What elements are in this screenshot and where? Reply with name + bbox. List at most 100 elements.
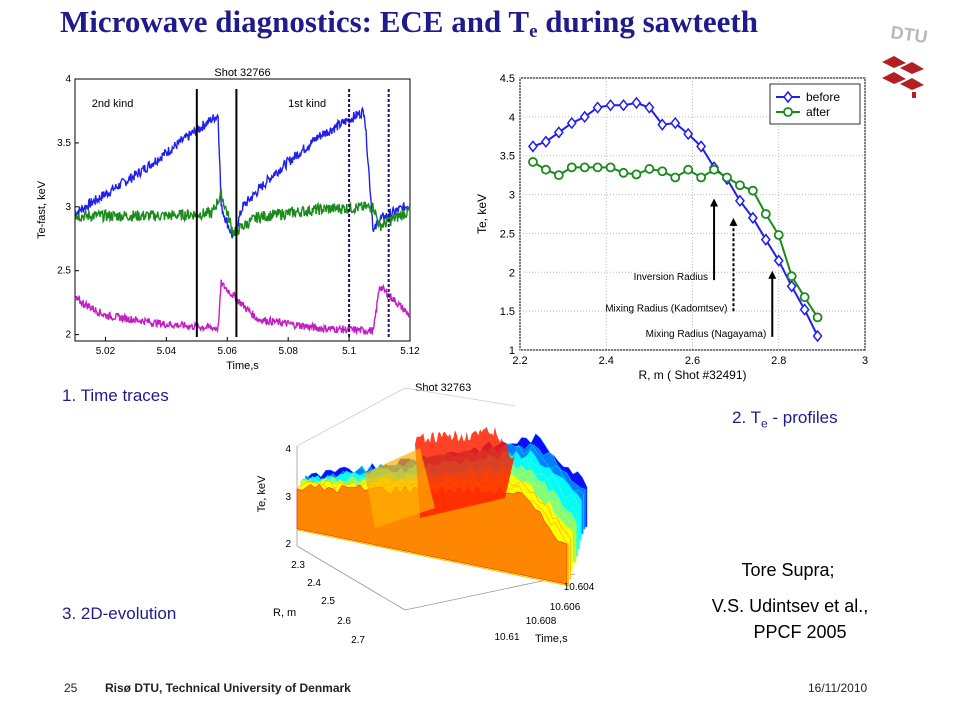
legend-label-before: before xyxy=(806,90,840,104)
annotation-label-1: Inversion Radius xyxy=(634,272,708,283)
x-tick-label: 2.2 xyxy=(512,355,527,367)
profile-point-before xyxy=(683,127,694,141)
x-tick-label: 2.8 xyxy=(771,355,786,367)
y-tick-label: 2 xyxy=(509,267,515,279)
y-tick-label: 4.5 xyxy=(500,73,515,85)
x-tick-label: 5.02 xyxy=(96,346,116,357)
profile-point-before xyxy=(566,116,577,130)
profile-point-after xyxy=(605,162,616,173)
r-tick-label: 2.5 xyxy=(321,596,335,607)
reference-line3: PPCF 2005 xyxy=(753,622,847,642)
legend-label-after: after xyxy=(806,105,830,119)
x-axis-label: Time,s xyxy=(226,360,259,372)
caption-2d-evolution: 3. 2D-evolution xyxy=(62,604,177,623)
y-tick-label: 2.5 xyxy=(500,228,515,240)
profile-point-before xyxy=(799,303,810,316)
profile-point-before xyxy=(657,118,668,131)
y-tick-label: 2.5 xyxy=(57,266,71,277)
r-tick-label: 2.6 xyxy=(337,616,351,627)
footer-organization: Risø DTU, Technical University of Denmar… xyxy=(105,681,351,695)
surface-box-left xyxy=(296,446,406,611)
chart-title: Shot 32766 xyxy=(214,67,270,79)
y-tick-label: 3 xyxy=(65,202,71,213)
x-axis-label: R, m ( Shot #32491) xyxy=(638,368,746,382)
x-tick-label: 5.06 xyxy=(218,346,238,357)
profile-point-before xyxy=(592,101,603,114)
te-profile-chart: 2.2 2.4 2.6 2.8 3 1 1.5 2 2.5 3 3.5 4 4.5 R, m ( Shot… xyxy=(475,73,868,382)
x-tick-label: 5.1 xyxy=(342,346,356,357)
z-tick-label: 4 xyxy=(285,444,291,455)
surface-box-back xyxy=(296,387,516,447)
profile-point-after xyxy=(786,271,797,282)
profile-point-before xyxy=(527,140,538,153)
surface-crest xyxy=(415,426,515,518)
x-tick-label: 5.08 xyxy=(278,346,298,357)
profile-point-before xyxy=(618,98,629,112)
footer-page-number: 25 xyxy=(64,681,78,695)
y-tick-label: 3.5 xyxy=(500,151,515,163)
legend-marker-after xyxy=(783,107,793,117)
profile-point-after xyxy=(579,162,590,173)
reference-line2: V.S. Udintsev et al., xyxy=(711,596,869,616)
x-tick-label: 2.6 xyxy=(685,355,700,367)
trace-series-3 xyxy=(74,279,410,336)
profile-point-after xyxy=(657,166,668,177)
profile-point-after xyxy=(760,209,771,219)
y-tick-label: 1 xyxy=(509,345,515,357)
profile-point-after xyxy=(631,169,642,180)
annotation-1st-kind: 1st kind xyxy=(288,98,326,110)
y-axis-label: Te, keV xyxy=(475,194,489,234)
annotation-2nd-kind: 2nd kind xyxy=(92,98,134,110)
profile-point-after xyxy=(747,185,758,196)
profile-point-before xyxy=(696,140,707,153)
annotation-label-3: Mixing Radius (Nagayama) xyxy=(646,329,767,340)
profile-point-after xyxy=(644,164,655,174)
profile-point-after xyxy=(722,172,732,183)
profile-point-before xyxy=(747,211,758,225)
profile-point-after xyxy=(670,172,681,183)
reference-line1: Tore Supra; xyxy=(741,560,835,580)
y-tick-label: 4 xyxy=(65,74,71,85)
x-tick-label: 5.04 xyxy=(157,346,177,357)
profile-point-before xyxy=(553,126,564,139)
annotation-arrowhead-2 xyxy=(729,217,738,226)
profile-point-before xyxy=(812,329,823,343)
x-tick-label: 3 xyxy=(862,355,868,367)
chart-title: Shot 32763 xyxy=(415,382,471,394)
time-axis-label: Time,s xyxy=(535,633,568,645)
profile-point-before xyxy=(773,254,784,267)
profile-point-after xyxy=(773,230,784,240)
profile-point-after xyxy=(709,164,719,175)
profile-point-after xyxy=(735,180,745,191)
annotation-arrowhead-1 xyxy=(710,198,719,207)
profile-point-after xyxy=(528,157,538,167)
profile-point-after xyxy=(592,162,603,173)
legend-marker-before xyxy=(783,90,793,104)
slide-title: Microwave diagnostics: ECE and Te during… xyxy=(60,4,758,42)
r-tick-label: 2.3 xyxy=(291,560,305,571)
time-tick-label: 10.604 xyxy=(564,582,595,593)
z-tick-label: 3 xyxy=(285,492,291,503)
profile-point-before xyxy=(631,96,642,110)
r-tick-label: 2.7 xyxy=(351,635,365,646)
profile-point-before xyxy=(734,194,745,207)
profile-point-before xyxy=(670,116,681,130)
r-axis-label: R, m xyxy=(273,607,296,619)
svg-text:DTU: DTU xyxy=(889,22,928,47)
profile-point-after xyxy=(812,312,823,323)
caption-te-profiles: 2. Te - profiles xyxy=(732,408,838,431)
profile-point-before xyxy=(579,110,590,124)
profile-point-after xyxy=(799,292,810,303)
y-tick-label: 3.5 xyxy=(57,138,71,149)
r-tick-label: 2.4 xyxy=(307,578,321,589)
time-tick-label: 10.608 xyxy=(526,616,557,627)
z-axis-label: Te, keV xyxy=(256,475,268,512)
x-tick-label: 5.12 xyxy=(400,346,420,357)
footer-date: 16/11/2010 xyxy=(808,681,868,695)
profile-point-before xyxy=(760,233,771,246)
y-axis-label: Te-fast, keV xyxy=(36,180,48,239)
time-tick-label: 10.61 xyxy=(494,632,519,643)
caption-time-traces: 1. Time traces xyxy=(62,386,169,405)
y-tick-label: 2 xyxy=(65,330,71,341)
profile-point-before xyxy=(605,98,616,112)
